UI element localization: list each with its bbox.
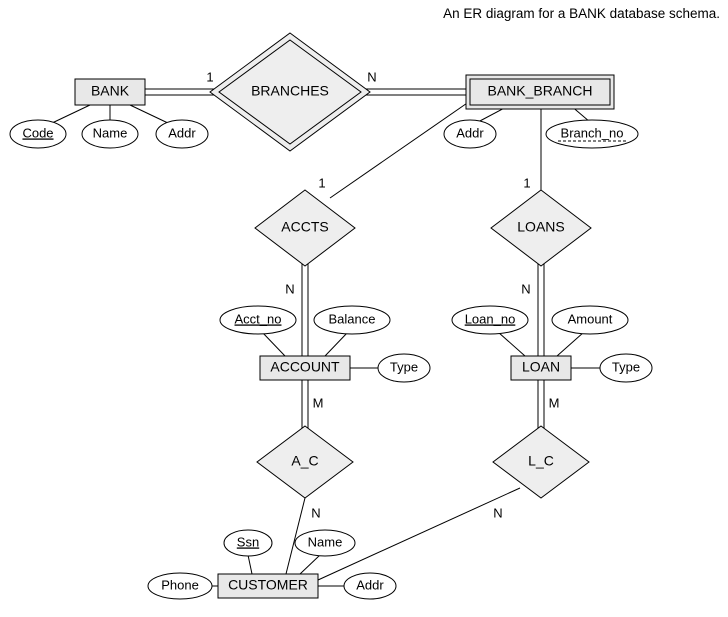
svg-text:Name: Name	[308, 534, 343, 549]
svg-text:Acct_no: Acct_no	[235, 311, 282, 326]
card-ac-account: M	[313, 395, 324, 410]
svg-text:CUSTOMER: CUSTOMER	[228, 577, 308, 593]
card-loans-bb: 1	[523, 175, 530, 190]
card-lc-loan: M	[549, 395, 560, 410]
edge-cust-ssn	[248, 555, 252, 574]
svg-text:ACCTS: ACCTS	[281, 219, 328, 235]
card-accts-account: N	[285, 281, 294, 296]
svg-text:Name: Name	[93, 125, 128, 140]
entity-customer: CUSTOMER	[218, 574, 318, 598]
edge-lc-customer	[318, 488, 520, 580]
svg-text:L_C: L_C	[528, 453, 554, 469]
svg-text:BRANCHES: BRANCHES	[251, 83, 329, 99]
entity-bank: BANK	[75, 79, 145, 105]
attr-cust-phone: Phone	[148, 573, 212, 599]
edge-loan-loanno	[498, 332, 525, 356]
svg-text:Phone: Phone	[161, 577, 199, 592]
attr-acct-type: Type	[378, 354, 430, 382]
attr-cust-name: Name	[295, 530, 355, 556]
svg-text:Type: Type	[612, 359, 640, 374]
svg-text:Branch_no: Branch_no	[561, 125, 624, 140]
svg-text:BANK_BRANCH: BANK_BRANCH	[487, 83, 592, 99]
relationship-loans: LOANS	[491, 190, 591, 266]
entity-bank-branch: BANK_BRANCH	[466, 75, 614, 109]
svg-text:BANK: BANK	[91, 83, 130, 99]
edge-account-acctno	[262, 332, 285, 356]
entity-account: ACCOUNT	[260, 356, 350, 380]
edge-loan-amount	[557, 332, 584, 356]
attr-bb-branchno: Branch_no	[546, 120, 638, 148]
relationship-l-c: L_C	[493, 426, 589, 498]
attr-balance: Balance	[314, 306, 390, 334]
attr-cust-ssn: Ssn	[224, 530, 272, 556]
attr-bank-addr: Addr	[156, 120, 208, 148]
svg-text:Addr: Addr	[356, 577, 384, 592]
attr-acct-no: Acct_no	[220, 306, 296, 334]
attr-loan-type: Type	[600, 354, 652, 382]
card-ac-customer: N	[311, 505, 320, 520]
card-loans-loan: N	[521, 281, 530, 296]
entity-loan: LOAN	[511, 356, 571, 380]
svg-text:Amount: Amount	[568, 311, 613, 326]
svg-text:LOAN: LOAN	[522, 359, 560, 375]
diagram-title: An ER diagram for a BANK database schema…	[443, 6, 720, 21]
card-accts-bb: 1	[318, 175, 325, 190]
card-lc-customer: N	[493, 505, 502, 520]
edge-bb-accts	[330, 99, 473, 198]
attr-bank-code: Code	[10, 120, 66, 148]
relationship-a-c: A_C	[257, 426, 353, 498]
edge-cust-name	[300, 555, 320, 574]
attr-cust-addr: Addr	[344, 573, 396, 599]
relationship-accts: ACCTS	[255, 190, 355, 266]
attr-amount: Amount	[552, 306, 628, 334]
attr-loan-no: Loan_no	[452, 306, 528, 334]
attr-bb-addr: Addr	[444, 120, 496, 148]
edge-bank-code	[50, 105, 90, 124]
svg-text:Balance: Balance	[329, 311, 376, 326]
relationship-branches: BRANCHES	[210, 33, 370, 151]
svg-text:A_C: A_C	[291, 453, 318, 469]
attr-bank-name: Name	[82, 120, 138, 148]
svg-text:LOANS: LOANS	[517, 219, 564, 235]
svg-text:Code: Code	[22, 125, 53, 140]
svg-text:Addr: Addr	[456, 125, 484, 140]
card-branches-bank: 1	[206, 69, 213, 84]
edge-bank-addr	[130, 105, 170, 124]
svg-text:ACCOUNT: ACCOUNT	[270, 359, 340, 375]
svg-text:Ssn: Ssn	[237, 534, 259, 549]
card-branches-bb: N	[367, 69, 376, 84]
svg-text:Loan_no: Loan_no	[465, 311, 516, 326]
svg-text:Addr: Addr	[168, 125, 196, 140]
edge-account-balance	[325, 332, 348, 356]
svg-text:Type: Type	[390, 359, 418, 374]
